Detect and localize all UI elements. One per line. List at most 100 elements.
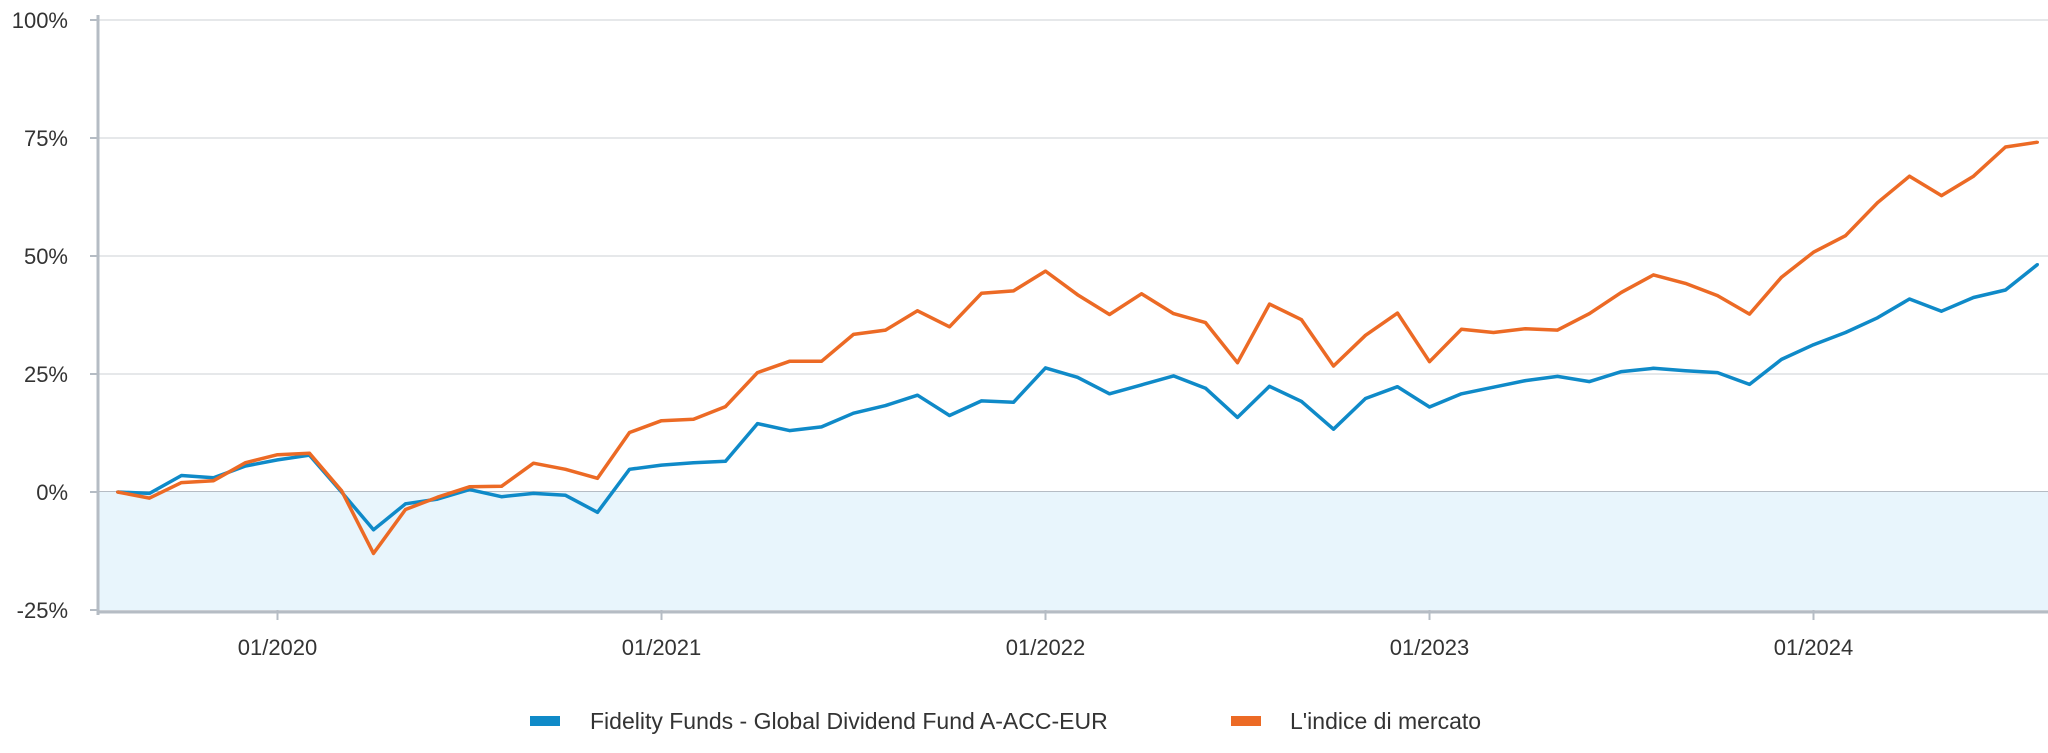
data-point[interactable] xyxy=(1844,330,1847,334)
data-point[interactable] xyxy=(532,461,535,465)
data-point[interactable] xyxy=(564,493,567,497)
data-point[interactable] xyxy=(180,473,183,477)
data-point[interactable] xyxy=(980,399,983,403)
data-point[interactable] xyxy=(340,489,343,493)
data-point[interactable] xyxy=(1940,309,1943,313)
data-point[interactable] xyxy=(1300,318,1303,322)
data-point[interactable] xyxy=(1524,327,1527,331)
data-point[interactable] xyxy=(1620,290,1623,294)
data-point[interactable] xyxy=(276,453,279,457)
data-point[interactable] xyxy=(1588,312,1591,316)
data-point[interactable] xyxy=(1364,397,1367,401)
legend-label-fund[interactable]: Fidelity Funds - Global Dividend Fund A-… xyxy=(590,708,1108,734)
data-point[interactable] xyxy=(1460,327,1463,331)
data-point[interactable] xyxy=(1908,297,1911,301)
data-point[interactable] xyxy=(532,491,535,495)
data-point[interactable] xyxy=(916,393,919,397)
data-point[interactable] xyxy=(1300,399,1303,403)
data-point[interactable] xyxy=(852,411,855,415)
data-point[interactable] xyxy=(564,467,567,471)
data-point[interactable] xyxy=(1204,386,1207,390)
data-point[interactable] xyxy=(1460,392,1463,396)
data-point[interactable] xyxy=(1204,321,1207,325)
data-point[interactable] xyxy=(1652,273,1655,277)
data-point[interactable] xyxy=(1236,361,1239,365)
data-point[interactable] xyxy=(276,458,279,462)
data-point[interactable] xyxy=(724,459,727,463)
data-point[interactable] xyxy=(852,332,855,336)
data-point[interactable] xyxy=(660,463,663,467)
data-point[interactable] xyxy=(468,485,471,489)
data-point[interactable] xyxy=(500,484,503,488)
data-point[interactable] xyxy=(1780,357,1783,361)
data-point[interactable] xyxy=(1332,427,1335,431)
data-point[interactable] xyxy=(1044,366,1047,370)
data-point[interactable] xyxy=(1012,400,1015,404)
data-point[interactable] xyxy=(1044,269,1047,273)
data-point[interactable] xyxy=(724,405,727,409)
data-point[interactable] xyxy=(628,467,631,471)
data-point[interactable] xyxy=(1012,289,1015,293)
data-point[interactable] xyxy=(1268,302,1271,306)
data-point[interactable] xyxy=(1876,201,1879,205)
data-point[interactable] xyxy=(916,309,919,313)
data-point[interactable] xyxy=(468,488,471,492)
data-point[interactable] xyxy=(1748,312,1751,316)
data-point[interactable] xyxy=(692,461,695,465)
series-line-0[interactable] xyxy=(117,263,2039,532)
data-point[interactable] xyxy=(1140,292,1143,296)
data-point[interactable] xyxy=(244,464,247,468)
data-point[interactable] xyxy=(1684,369,1687,373)
legend-label-index[interactable]: L'indice di mercato xyxy=(1290,708,1481,734)
data-point[interactable] xyxy=(148,491,151,495)
data-point[interactable] xyxy=(1556,374,1559,378)
data-point[interactable] xyxy=(1620,370,1623,374)
data-point[interactable] xyxy=(884,404,887,408)
data-point[interactable] xyxy=(2004,145,2007,149)
data-point[interactable] xyxy=(212,479,215,483)
data-point[interactable] xyxy=(2036,140,2039,144)
data-point[interactable] xyxy=(1812,343,1815,347)
data-point[interactable] xyxy=(1076,375,1079,379)
data-point[interactable] xyxy=(596,510,599,514)
data-point[interactable] xyxy=(1172,312,1175,316)
data-point[interactable] xyxy=(116,490,119,494)
data-point[interactable] xyxy=(1492,330,1495,334)
data-point[interactable] xyxy=(148,496,151,500)
data-point[interactable] xyxy=(788,429,791,433)
data-point[interactable] xyxy=(884,328,887,332)
data-point[interactable] xyxy=(1108,313,1111,317)
data-point[interactable] xyxy=(692,417,695,421)
data-point[interactable] xyxy=(1332,364,1335,368)
data-point[interactable] xyxy=(1268,384,1271,388)
data-point[interactable] xyxy=(1972,174,1975,178)
data-point[interactable] xyxy=(948,414,951,418)
data-point[interactable] xyxy=(404,507,407,511)
data-point[interactable] xyxy=(980,291,983,295)
data-point[interactable] xyxy=(500,495,503,499)
data-point[interactable] xyxy=(244,461,247,465)
data-point[interactable] xyxy=(1876,316,1879,320)
data-point[interactable] xyxy=(1428,405,1431,409)
data-point[interactable] xyxy=(2036,262,2039,266)
data-point[interactable] xyxy=(1108,392,1111,396)
data-point[interactable] xyxy=(1684,281,1687,285)
data-point[interactable] xyxy=(628,431,631,435)
data-point[interactable] xyxy=(1364,333,1367,337)
data-point[interactable] xyxy=(596,476,599,480)
data-point[interactable] xyxy=(1716,294,1719,298)
data-point[interactable] xyxy=(1076,293,1079,297)
data-point[interactable] xyxy=(1844,234,1847,238)
data-point[interactable] xyxy=(756,422,759,426)
data-point[interactable] xyxy=(308,451,311,455)
data-point[interactable] xyxy=(1588,380,1591,384)
data-point[interactable] xyxy=(1396,311,1399,315)
data-point[interactable] xyxy=(1172,374,1175,378)
data-point[interactable] xyxy=(788,359,791,363)
data-point[interactable] xyxy=(1140,383,1143,387)
data-point[interactable] xyxy=(1780,275,1783,279)
data-point[interactable] xyxy=(1428,360,1431,364)
data-point[interactable] xyxy=(436,495,439,499)
data-point[interactable] xyxy=(1396,385,1399,389)
data-point[interactable] xyxy=(1748,382,1751,386)
